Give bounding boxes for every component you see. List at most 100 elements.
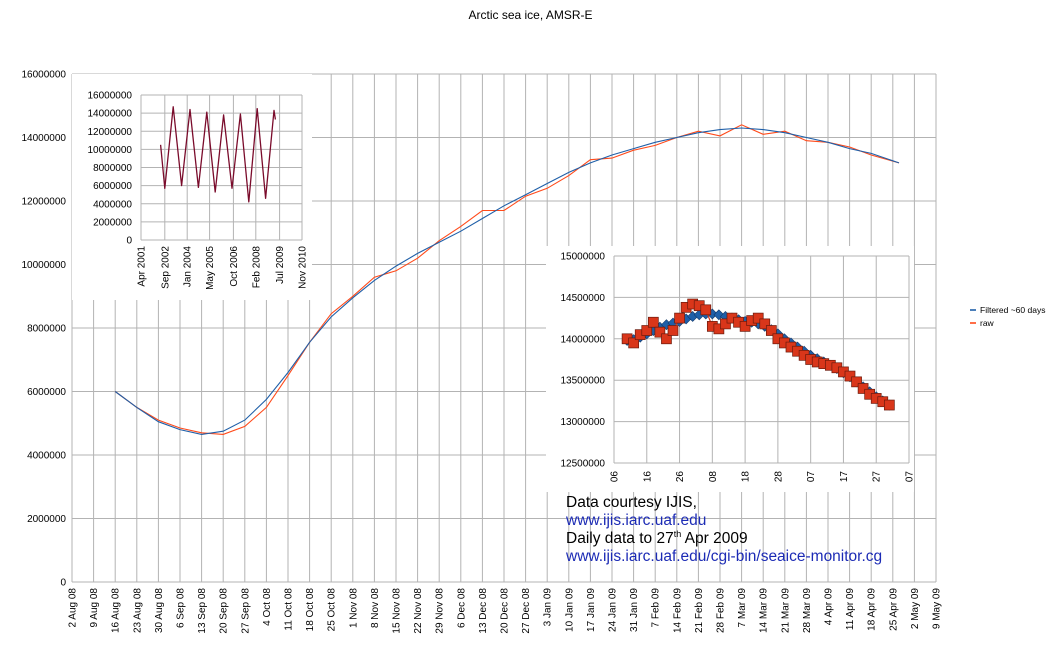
y-tick-label: 16000000 xyxy=(22,70,67,81)
inset-longterm-y-tick-label: 4000000 xyxy=(93,199,132,210)
inset-longterm-y-tick-label: 10000000 xyxy=(88,145,133,156)
inset-longterm-y-tick-label: 16000000 xyxy=(88,91,133,102)
x-tick-label: 14 Feb 09 xyxy=(672,588,683,633)
legend: Filtered ~60 days raw xyxy=(970,305,1045,328)
inset-longterm-series-line xyxy=(159,106,277,203)
inset-recent-raw-marker xyxy=(667,325,679,336)
inset-recent-raw-marker xyxy=(752,312,764,324)
inset-recent-raw-marker xyxy=(883,399,895,411)
x-tick-label: 2 May 09 xyxy=(910,588,921,630)
x-tick-label: 15 Nov 08 xyxy=(392,588,403,634)
inset-recent-y-tick-label: 13000000 xyxy=(561,417,606,428)
x-tick-label: 24 Jan 09 xyxy=(608,588,619,632)
y-tick-label: 4000000 xyxy=(27,451,66,462)
x-tick-label: 9 May 09 xyxy=(932,588,943,630)
y-tick-label: 10000000 xyxy=(22,260,67,271)
inset-recent-raw-marker xyxy=(700,304,712,316)
x-tick-label: 7 Feb 09 xyxy=(651,588,662,628)
data-credits: Data courtesy IJIS, www.ijis.iarc.uaf.ed… xyxy=(566,494,882,566)
x-tick-label: 16 Aug 08 xyxy=(111,588,122,633)
x-tick-label: 4 Apr 09 xyxy=(824,588,835,626)
inset-recent-y-tick-label: 12500000 xyxy=(561,459,606,470)
inset-recent-bg xyxy=(546,246,914,492)
y-tick-label: 0 xyxy=(60,578,66,589)
x-tick-label: 14 Mar 09 xyxy=(759,588,770,633)
inset-recent-x-tick-label: 07 xyxy=(905,471,916,483)
x-tick-label: 22 Nov 08 xyxy=(413,588,424,634)
inset-recent-y-tick-label: 14500000 xyxy=(561,293,606,304)
inset-recent-x-tick-label: 27 xyxy=(872,471,883,483)
x-tick-label: 20 Sep 08 xyxy=(219,588,230,634)
inset-recent: 06 16 26 08 18 28 07 17 27 07 12500000 13000000 1350… xyxy=(546,246,916,492)
x-tick-label: 17 Jan 09 xyxy=(586,588,597,632)
inset-longterm-x-tick-label: May 2005 xyxy=(205,246,216,290)
x-tick-label: 21 Feb 09 xyxy=(694,588,705,633)
x-tick-label: 25 Oct 08 xyxy=(327,588,338,632)
credits-daily-sup: th xyxy=(673,528,682,539)
inset-longterm-x-tick-label: Oct 2006 xyxy=(229,246,240,287)
inset-recent-raw-marker xyxy=(647,316,659,328)
credits-link-monitor[interactable]: www.ijis.iarc.uaf.edu/cgi-bin/seaice-mon… xyxy=(566,548,883,565)
inset-recent-raw-marker xyxy=(759,318,771,330)
inset-recent-x-tick-label: 26 xyxy=(675,471,686,483)
x-tick-label: 23 Aug 08 xyxy=(132,588,143,633)
x-tick-label: 3 Jan 09 xyxy=(543,588,554,627)
inset-recent-raw-marker xyxy=(628,337,640,349)
x-tick-label: 18 Apr 09 xyxy=(867,588,878,631)
x-tick-label: 11 Apr 09 xyxy=(845,588,856,631)
inset-recent-raw-marker xyxy=(674,312,685,324)
inset-longterm-x-tick-label: Nov 2010 xyxy=(298,246,309,289)
inset-recent-raw-marker xyxy=(844,370,856,382)
x-tick-label: 4 Oct 08 xyxy=(262,588,273,626)
x-tick-label: 2 Aug 08 xyxy=(68,588,79,628)
x-tick-label: 28 Feb 09 xyxy=(716,588,727,633)
x-tick-label: 1 Nov 08 xyxy=(348,588,359,628)
x-tick-label: 13 Sep 08 xyxy=(197,588,208,634)
inset-recent-y-tick-label: 13500000 xyxy=(561,376,606,387)
credits-line-daily: Daily data to 27th Apr 2009 xyxy=(566,528,882,548)
inset-recent-x-tick-label: 08 xyxy=(708,471,719,483)
inset-longterm-y-tick-label: 0 xyxy=(126,236,132,247)
x-tick-label: 25 Apr 09 xyxy=(888,588,899,631)
inset-recent-x-tick-label: 17 xyxy=(839,471,850,483)
x-tick-label: 9 Aug 08 xyxy=(89,588,100,628)
x-tick-label: 13 Dec 08 xyxy=(478,588,489,634)
inset-longterm-x-tick-label: Jul 2009 xyxy=(275,246,286,284)
x-tick-label: 27 Sep 08 xyxy=(240,588,251,634)
credits-link-ijis[interactable]: www.ijis.iarc.uaf.edu xyxy=(566,512,707,529)
y-tick-label: 6000000 xyxy=(27,387,66,398)
inset-longterm-y-tick-label: 2000000 xyxy=(93,217,132,228)
x-tick-label: 6 Sep 08 xyxy=(176,588,187,628)
x-tick-label: 20 Dec 08 xyxy=(500,588,511,634)
y-tick-label: 8000000 xyxy=(27,324,66,335)
x-tick-label: 21 Mar 09 xyxy=(780,588,791,633)
legend-label: raw xyxy=(980,318,995,328)
inset-longterm-y-tick-label: 14000000 xyxy=(88,109,133,120)
inset-recent-x-tick-label: 06 xyxy=(610,471,621,483)
inset-recent-raw-marker xyxy=(654,326,666,338)
inset-longterm-y-tick-label: 8000000 xyxy=(93,163,132,174)
x-tick-label: 18 Oct 08 xyxy=(305,588,316,632)
inset-recent-raw-marker xyxy=(661,333,672,345)
inset-recent-raw-marker xyxy=(641,325,653,336)
inset-recent-raw-marker xyxy=(739,321,751,332)
inset-recent-raw-marker xyxy=(851,376,862,388)
x-tick-label: 8 Nov 08 xyxy=(370,588,381,628)
credits-daily-pre: Daily data to 27 xyxy=(566,530,674,547)
x-tick-label: 29 Nov 08 xyxy=(435,588,446,634)
inset-longterm-x-tick-label: Feb 2008 xyxy=(251,246,262,289)
credits-line-1: Data courtesy IJIS, xyxy=(566,494,697,511)
inset-recent-y-tick-label: 15000000 xyxy=(561,252,606,263)
x-tick-label: 7 Mar 09 xyxy=(737,588,748,628)
x-tick-label: 31 Jan 09 xyxy=(629,588,640,632)
inset-longterm-bg xyxy=(72,74,312,300)
inset-longterm-y-tick-label: 12000000 xyxy=(88,127,133,138)
inset-recent-x-tick-label: 18 xyxy=(741,471,752,483)
inset-recent-raw-marker xyxy=(720,318,731,330)
series-line-filtered-60-days xyxy=(114,127,900,435)
inset-recent-raw-marker xyxy=(765,325,777,336)
x-tick-label: 10 Jan 09 xyxy=(564,588,575,632)
inset-recent-raw-marker xyxy=(857,383,869,394)
